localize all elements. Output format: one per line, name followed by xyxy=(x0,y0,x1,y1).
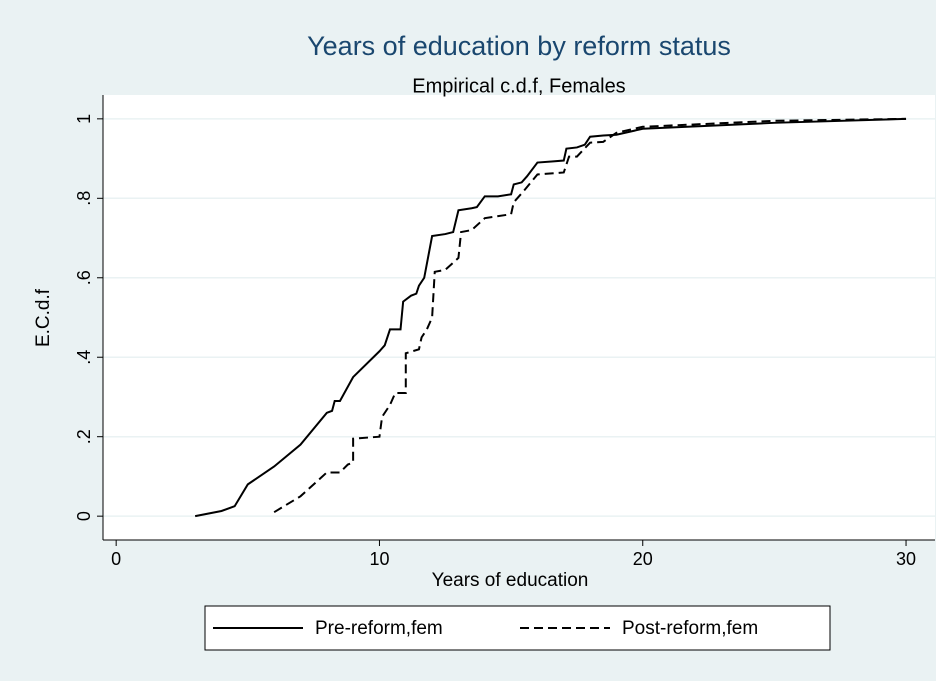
y-tick-label: .2 xyxy=(74,429,94,444)
x-tick-label: 10 xyxy=(369,549,389,569)
legend-label: Pre-reform,fem xyxy=(315,618,443,639)
y-tick-label: 0 xyxy=(74,511,94,521)
x-tick-label: 0 xyxy=(111,549,121,569)
y-tick-label: .4 xyxy=(74,350,94,365)
series-line xyxy=(273,117,907,514)
chart-subtitle: Empirical c.d.f, Females xyxy=(412,75,625,97)
y-tick-label: .6 xyxy=(74,270,94,285)
legend-box xyxy=(204,605,831,651)
x-tick-label: 30 xyxy=(896,549,916,569)
y-axis-label: E.C.d.f xyxy=(33,288,54,347)
chart-title: Years of education by reform status xyxy=(307,31,731,61)
series-line xyxy=(194,117,907,518)
x-axis-label: Years of education xyxy=(432,570,589,591)
y-tick-label: 1 xyxy=(74,114,94,124)
plot-area xyxy=(103,95,935,540)
y-tick-label: .8 xyxy=(74,191,94,206)
x-tick-label: 20 xyxy=(633,549,653,569)
legend-label: Post-reform,fem xyxy=(622,618,758,639)
